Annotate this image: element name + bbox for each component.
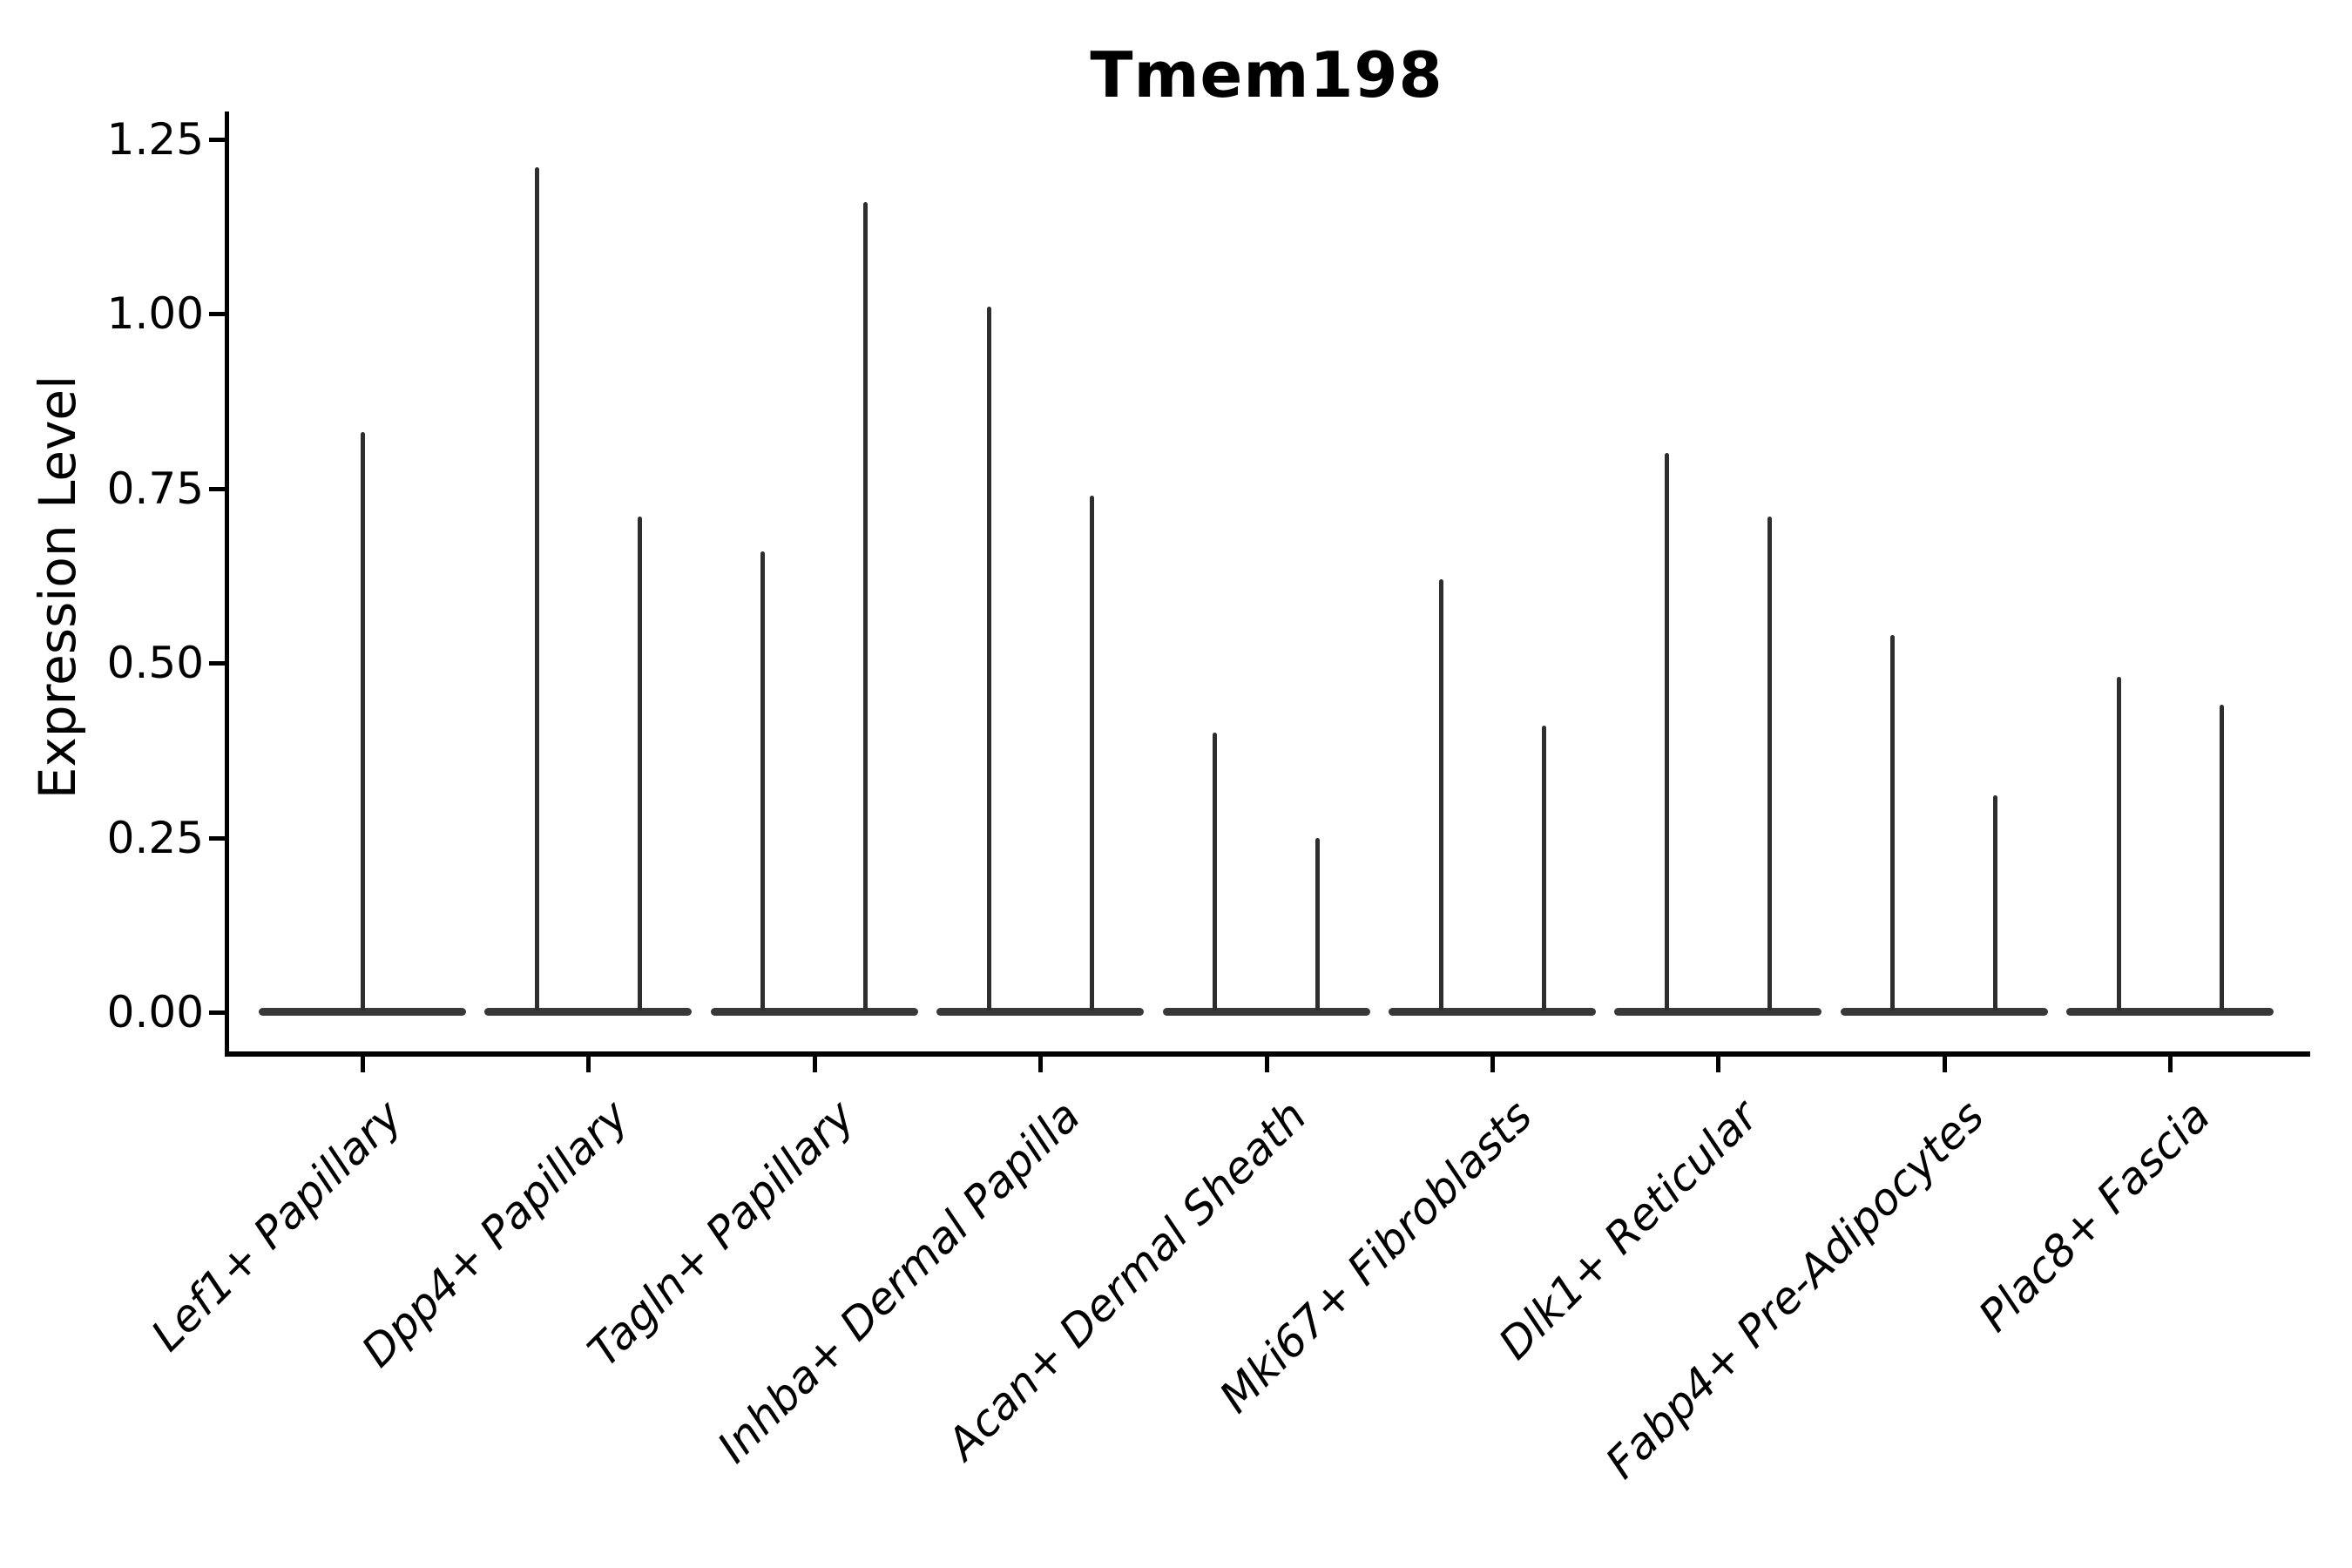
violin-spike: [1664, 453, 1669, 1010]
x-tick: [1490, 1057, 1495, 1072]
violin-spike: [1767, 516, 1772, 1010]
violin-spike: [2116, 677, 2121, 1010]
y-tick: [209, 486, 225, 491]
violin-spike: [1541, 726, 1546, 1010]
violin-base: [710, 1008, 918, 1016]
x-tick-label: Fabp4+ Pre-Adipocytes: [1596, 1091, 1994, 1489]
violin-base: [259, 1008, 466, 1016]
x-tick: [586, 1057, 591, 1072]
violin-spike: [1315, 837, 1321, 1010]
x-tick-label: Acan+ Dermal Sheath: [936, 1091, 1316, 1470]
violin-spike: [534, 166, 539, 1010]
x-tick: [1716, 1057, 1721, 1072]
x-tick: [1038, 1057, 1044, 1072]
y-tick: [209, 137, 225, 142]
violin-spike: [986, 306, 991, 1010]
y-tick-label: 0.00: [106, 987, 204, 1037]
chart-title: Tmem198: [1090, 38, 1443, 112]
y-axis-spine: [225, 112, 229, 1057]
violin-spike: [1089, 495, 1094, 1010]
y-tick-label: 1.25: [106, 113, 204, 165]
x-tick-label: Inhba+ Dermal Papilla: [707, 1091, 1091, 1473]
violin-spike: [863, 201, 868, 1010]
x-tick-label: Plac8+ Fascia: [1969, 1091, 2220, 1342]
y-tick-label: 0.25: [106, 812, 204, 863]
violin-spike: [760, 551, 766, 1010]
violin-base: [1840, 1008, 2048, 1016]
x-tick: [1264, 1057, 1269, 1072]
violin-base: [936, 1008, 1145, 1016]
y-tick: [209, 835, 225, 841]
violin-base: [1389, 1008, 1596, 1016]
x-tick: [812, 1057, 817, 1072]
violin-spike: [1890, 634, 1896, 1010]
x-axis-spine: [225, 1051, 2310, 1057]
y-tick-label: 0.75: [106, 463, 204, 514]
violin-spike: [1213, 733, 1218, 1010]
x-tick: [2168, 1057, 2173, 1072]
x-tick: [361, 1057, 365, 1072]
y-tick-label: 0.50: [106, 638, 204, 688]
y-tick-label: 1.00: [106, 288, 204, 339]
violin-spike: [1993, 795, 1998, 1010]
x-tick: [1942, 1057, 1947, 1072]
y-tick: [209, 1010, 225, 1015]
violin-base: [1162, 1008, 1370, 1016]
y-tick: [209, 312, 225, 316]
violin-spike: [360, 432, 365, 1010]
violin-base: [2066, 1008, 2274, 1016]
violin-spike: [1438, 578, 1443, 1010]
y-tick: [209, 661, 225, 666]
violin-base: [484, 1008, 693, 1016]
violin-base: [1614, 1008, 1822, 1016]
violin-spike: [637, 516, 642, 1010]
violin-spike: [2219, 705, 2224, 1010]
